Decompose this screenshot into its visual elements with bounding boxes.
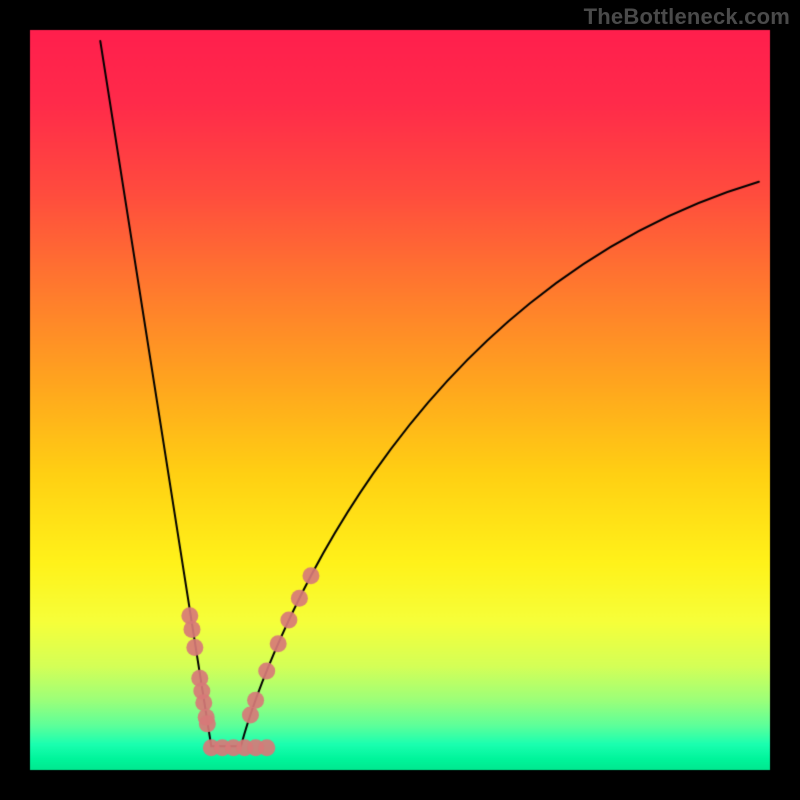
chart-stage: TheBottleneck.com bbox=[0, 0, 800, 800]
chart-canvas bbox=[0, 0, 800, 800]
